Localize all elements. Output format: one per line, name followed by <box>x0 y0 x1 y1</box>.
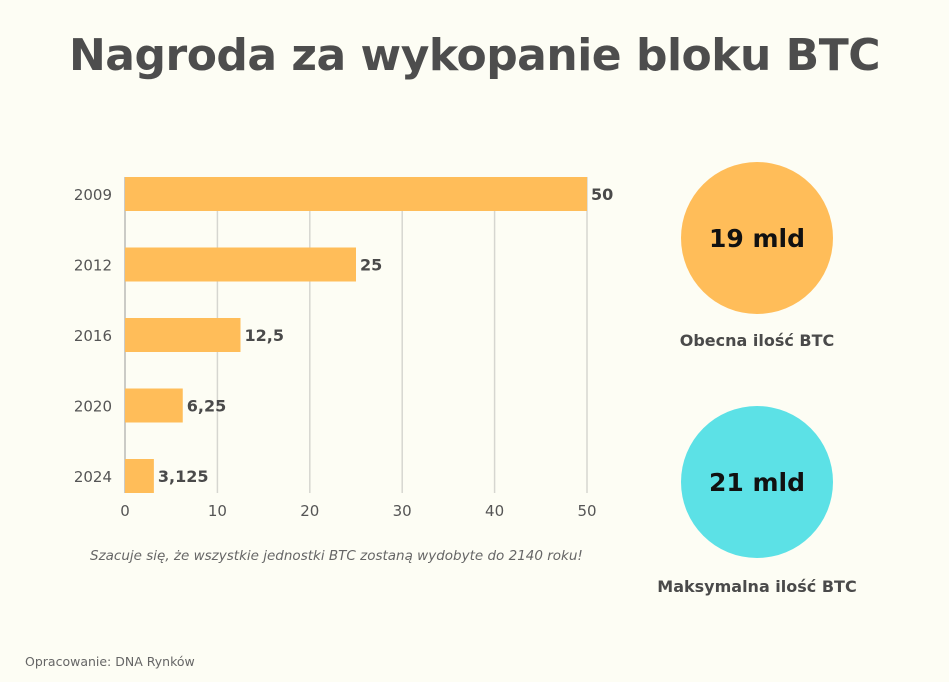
current-btc-label: Obecna ilość BTC <box>679 331 835 350</box>
y-tick-label: 2009 <box>74 186 112 204</box>
bar <box>125 177 587 211</box>
x-tick-label: 30 <box>393 502 412 520</box>
data-label: 3,125 <box>158 467 209 486</box>
max-btc-circle: 21 mld <box>681 406 833 558</box>
y-tick-label: 2024 <box>74 468 112 486</box>
data-label: 6,25 <box>187 397 226 416</box>
data-label: 12,5 <box>245 326 284 345</box>
bar <box>125 388 183 423</box>
x-tick-label: 40 <box>485 502 504 520</box>
bar <box>125 318 241 352</box>
x-tick-label: 0 <box>120 502 130 520</box>
chart-title: Nagroda za wykopanie bloku BTC <box>68 30 881 81</box>
y-tick-label: 2016 <box>74 327 112 345</box>
bar <box>125 247 356 282</box>
current-btc-circle: 19 mld <box>681 162 833 314</box>
y-tick-label: 2012 <box>74 257 112 275</box>
source-credit: Opracowanie: DNA Rynków <box>25 654 195 669</box>
x-tick-label: 20 <box>300 502 319 520</box>
data-label: 50 <box>591 185 613 204</box>
data-label: 25 <box>360 256 382 275</box>
x-tick-label: 50 <box>577 502 596 520</box>
x-tick-label: 10 <box>208 502 227 520</box>
y-tick-label: 2020 <box>74 398 112 416</box>
bar <box>125 459 154 493</box>
footnote: Szacuje się, że wszystkie jednostki BTC … <box>90 548 583 564</box>
max-btc-label: Maksymalna ilość BTC <box>657 577 857 596</box>
